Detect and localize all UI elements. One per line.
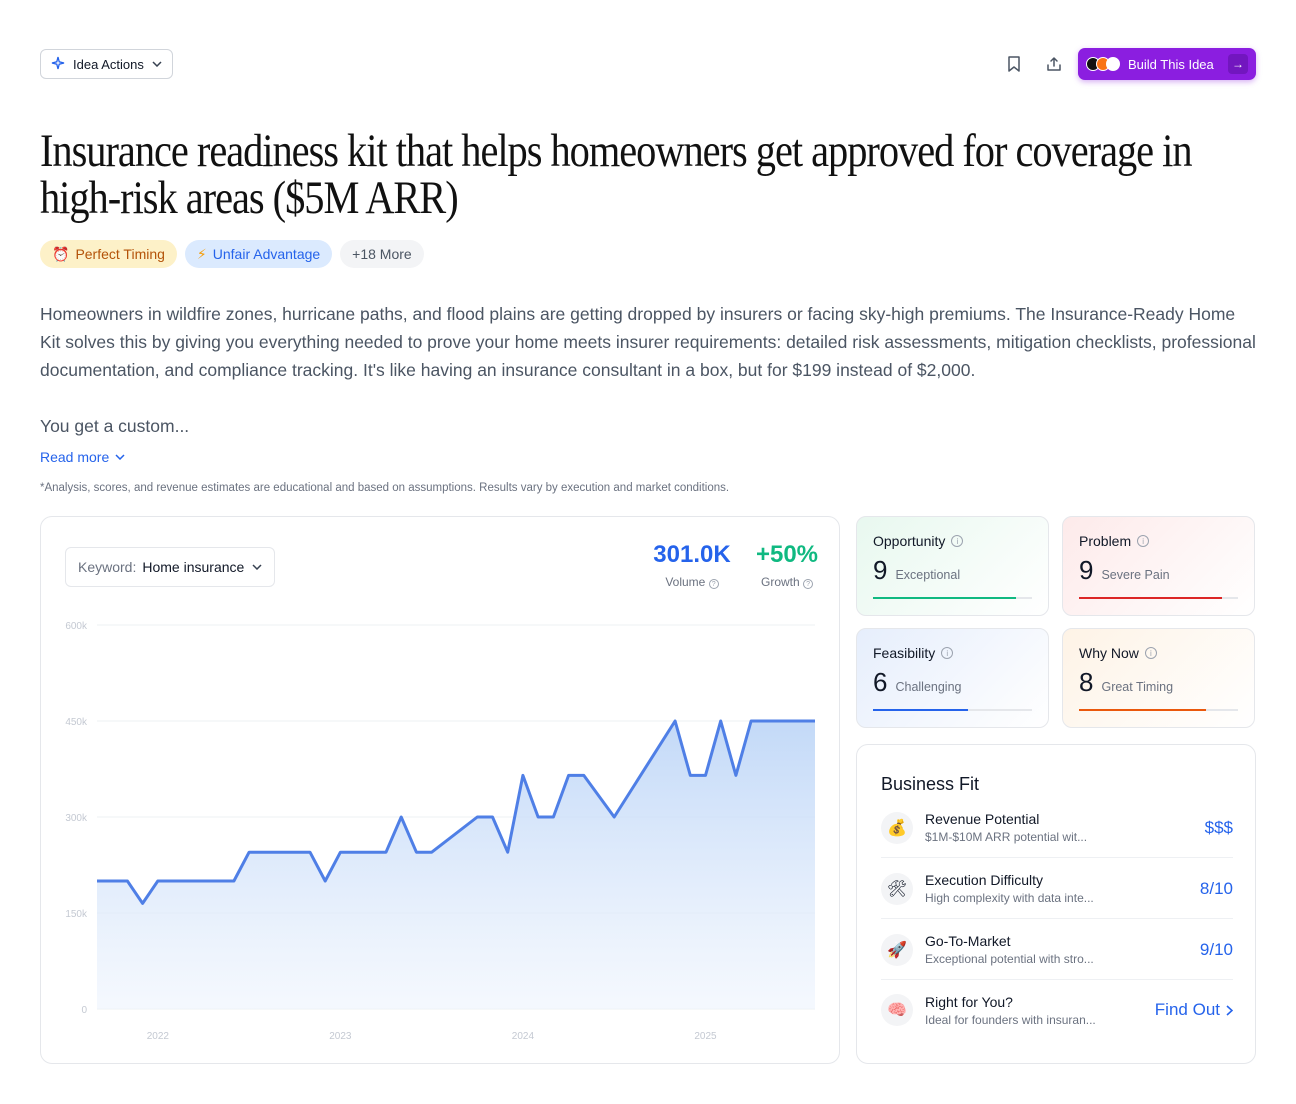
fit-row-right-for-you[interactable]: 🧠 Right for You? Ideal for founders with … <box>881 980 1233 1040</box>
help-icon[interactable]: ? <box>803 579 814 589</box>
score-label: Problem <box>1079 533 1132 549</box>
find-out-link[interactable]: Find Out <box>1155 1000 1233 1020</box>
x-tick-label: 2025 <box>694 1031 717 1042</box>
y-tick-label: 150k <box>65 909 88 920</box>
score-bar <box>873 709 1032 711</box>
lightning-icon: ⚡ <box>196 245 207 262</box>
info-icon[interactable]: i <box>951 535 964 547</box>
info-icon[interactable]: i <box>941 647 954 659</box>
score-bar-fill <box>873 597 1017 599</box>
sparkle-icon <box>51 56 65 73</box>
disclaimer: *Analysis, scores, and revenue estimates… <box>40 482 730 494</box>
chevron-down-icon <box>252 562 262 573</box>
score-label: Feasibility <box>873 645 936 661</box>
info-icon[interactable]: i <box>1137 535 1150 547</box>
score-label: Why Now <box>1079 645 1139 661</box>
business-fit-card: Business Fit 💰 Revenue Potential $1M-$10M… <box>856 744 1256 1064</box>
score-bar-fill <box>873 709 969 711</box>
info-icon[interactable]: i <box>1144 647 1157 659</box>
tag-perfect-timing[interactable]: ⏰ Perfect Timing <box>40 240 177 268</box>
y-tick-label: 0 <box>81 1005 87 1016</box>
score-value: 6 <box>873 667 888 697</box>
build-this-idea-button[interactable]: Build This Idea → <box>1078 48 1256 80</box>
growth-value: +50% <box>755 541 819 568</box>
growth-label: Growth <box>760 575 800 589</box>
chevron-down-icon <box>152 59 162 70</box>
score-status: Great Timing <box>1101 680 1174 694</box>
arrow-right-icon: → <box>1228 54 1248 74</box>
idea-description: Homeowners in wildfire zones, hurricane … <box>40 300 1260 440</box>
score-bar <box>1079 709 1238 711</box>
score-label: Opportunity <box>873 533 946 549</box>
score-status: Challenging <box>895 680 962 694</box>
share-icon[interactable] <box>1042 52 1066 76</box>
fit-row-go-to-market[interactable]: 🚀 Go-To-Market Exceptional potential with… <box>881 920 1233 980</box>
score-status: Severe Pain <box>1101 568 1170 582</box>
build-label: Build This Idea <box>1128 56 1214 72</box>
tag-list: ⏰ Perfect Timing ⚡ Unfair Advantage +18 … <box>40 240 424 268</box>
score-bar <box>1079 597 1238 599</box>
volume-value: 301.0K <box>653 541 731 568</box>
description-paragraph: You get a custom... <box>40 416 190 436</box>
score-card-why-now[interactable]: Why Now i 8 Great Timing <box>1062 628 1255 728</box>
money-bag-icon: 💰 <box>881 811 913 844</box>
chevron-down-icon <box>115 454 125 460</box>
alarm-clock-icon: ⏰ <box>52 245 70 262</box>
y-tick-label: 300k <box>65 813 88 824</box>
chevron-right-icon <box>1226 1004 1233 1016</box>
read-more-link[interactable]: Read more <box>40 449 125 465</box>
score-value: 9 <box>1079 555 1094 585</box>
growth-stat: +50% Growth ? <box>747 541 827 589</box>
help-icon[interactable]: ? <box>708 579 719 589</box>
volume-label: Volume <box>665 575 706 589</box>
score-bar-fill <box>1079 709 1207 711</box>
volume-stat: 301.0K Volume ? <box>647 541 737 589</box>
keyword-label: Keyword: <box>78 559 137 575</box>
idea-actions-label: Idea Actions <box>73 56 144 72</box>
y-tick-label: 600k <box>65 621 88 632</box>
page-title: Insurance readiness kit that helps homeo… <box>40 125 1193 224</box>
fit-row-revenue[interactable]: 💰 Revenue Potential $1M-$10M ARR potentia… <box>881 798 1233 858</box>
fit-value: 8/10 <box>1199 878 1233 898</box>
chart-series-line <box>97 719 815 905</box>
score-card-problem[interactable]: Problem i 9 Severe Pain <box>1062 516 1255 616</box>
bookmark-icon[interactable] <box>1002 52 1026 76</box>
keyword-value: Home insurance <box>142 559 245 575</box>
keyword-select[interactable]: Keyword: Home insurance <box>65 547 275 587</box>
tag-more[interactable]: +18 More <box>340 240 424 268</box>
business-fit-title: Business Fit <box>881 774 980 794</box>
trend-chart-card: Keyword: Home insurance 301.0K Volume ? … <box>40 516 840 1064</box>
brain-icon: 🧠 <box>881 994 913 1026</box>
fit-row-execution[interactable]: 🛠 Execution Difficulty High complexity wi… <box>881 859 1233 919</box>
score-value: 8 <box>1079 667 1094 697</box>
idea-actions-button[interactable]: Idea Actions <box>40 49 173 79</box>
fit-value: $$$ <box>1204 817 1233 837</box>
score-bar <box>873 597 1032 599</box>
score-status: Exceptional <box>895 568 961 582</box>
search-volume-chart: 0 150k 300k 450k 600k 2022 2023 2024 2025 <box>65 621 815 1042</box>
description-paragraph: Homeowners in wildfire zones, hurricane … <box>40 304 1256 380</box>
chart-area-fill <box>97 721 815 1009</box>
score-value: 9 <box>873 555 888 585</box>
x-tick-label: 2023 <box>329 1031 352 1042</box>
tag-unfair-advantage[interactable]: ⚡ Unfair Advantage <box>184 240 333 268</box>
score-card-opportunity[interactable]: Opportunity i 9 Exceptional <box>856 516 1049 616</box>
x-tick-label: 2022 <box>147 1031 170 1042</box>
tools-icon: 🛠 <box>881 872 913 905</box>
tool-logos <box>1086 57 1120 71</box>
x-tick-label: 2024 <box>512 1031 535 1042</box>
fit-value: 9/10 <box>1199 939 1233 959</box>
rocket-icon: 🚀 <box>881 933 913 966</box>
score-card-feasibility[interactable]: Feasibility i 6 Challenging <box>856 628 1049 728</box>
score-bar-fill <box>1079 597 1223 599</box>
y-tick-label: 450k <box>65 717 88 728</box>
tool-logo-icon <box>1106 57 1120 71</box>
